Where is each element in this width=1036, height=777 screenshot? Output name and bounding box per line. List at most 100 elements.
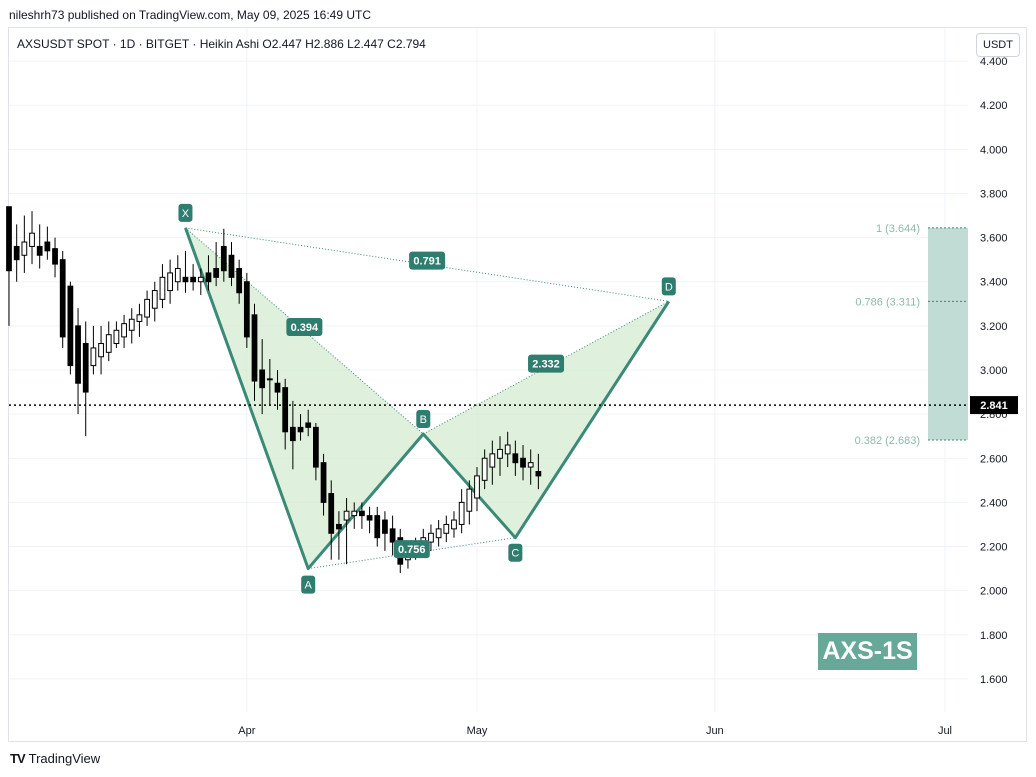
point-label: D: [665, 281, 673, 293]
candle-body: [251, 314, 258, 382]
publish-caption: nileshrh73 published on TradingView.com,…: [9, 8, 371, 22]
candle-body: [105, 334, 112, 353]
candle-body: [305, 422, 312, 428]
y-tick-label: 4.200: [980, 100, 1008, 112]
candle-body: [489, 453, 496, 468]
candle-body: [159, 276, 166, 300]
candle-body: [512, 453, 519, 464]
y-tick-label: 2.000: [980, 586, 1008, 598]
ratio-label: 2.332: [532, 359, 560, 371]
candle-body: [359, 510, 365, 517]
fib-retracement: 1 (3.644) 0.786 (3.311) 0.382 (2.683): [855, 223, 968, 447]
y-tick-label: 3.400: [980, 277, 1008, 289]
chart-grid: [9, 28, 968, 712]
point-label-bg: [416, 409, 431, 428]
candle-body: [82, 343, 89, 393]
y-tick-label: 3.800: [980, 188, 1008, 200]
y-tick-label: 1.800: [980, 630, 1008, 642]
candle-body: [282, 387, 289, 433]
currency-button[interactable]: USDT: [976, 33, 1020, 57]
x-tick-label: Jul: [938, 725, 952, 737]
y-tick-label: 1.600: [980, 674, 1008, 686]
candle-body: [128, 318, 135, 331]
candle-body: [497, 448, 503, 459]
last-price-label: 2.841: [980, 400, 1008, 412]
candle-body: [190, 276, 197, 283]
fib-zone: [928, 227, 968, 440]
candle-body: [443, 523, 450, 534]
fib-level-label: 0.786 (3.311): [855, 296, 920, 308]
tradingview-logo[interactable]: TV TradingView: [10, 751, 100, 766]
candle-body: [474, 475, 480, 499]
candle-body: [428, 532, 434, 543]
candle-body: [313, 426, 319, 468]
y-tick-label: 2.400: [980, 497, 1008, 509]
candle-body: [297, 426, 304, 433]
candle-body: [59, 259, 66, 338]
candle-body: [228, 254, 235, 278]
point-label-bg: [178, 203, 193, 222]
symbol-legend[interactable]: AXSUSDT SPOT · 1D · BITGET · Heikin Ashi…: [17, 37, 426, 51]
candle-body: [435, 528, 442, 539]
candle-body: [243, 281, 250, 338]
candle-body: [98, 343, 104, 358]
point-label: C: [511, 548, 519, 560]
candle-body: [266, 378, 273, 381]
candle-body: [136, 314, 143, 322]
candle-body: [504, 444, 511, 455]
candle-body: [451, 519, 457, 530]
candle-body: [220, 245, 227, 272]
candle-body: [121, 323, 127, 338]
y-tick-label: 3.600: [980, 233, 1008, 245]
ratio-label: 0.394: [291, 322, 319, 334]
candle-body: [52, 248, 58, 265]
pattern-ratio-line: [308, 537, 516, 570]
candle-body: [75, 325, 81, 384]
candle-body: [236, 268, 243, 294]
candle-body: [274, 382, 281, 393]
fib-level-label: 0.382 (2.683): [855, 435, 920, 447]
candle-body: [36, 245, 43, 256]
candle-body: [374, 515, 381, 539]
candle-body: [382, 519, 388, 534]
chart-frame: [8, 27, 1027, 742]
candle-body: [535, 470, 542, 477]
x-tick-label: Jun: [706, 725, 724, 737]
y-tick-label: 2.600: [980, 453, 1008, 465]
ratio-label-bg: [393, 540, 430, 559]
ratio-label-bg: [286, 317, 323, 336]
candle-body: [520, 457, 526, 468]
point-label-bg: [508, 543, 523, 562]
tradingview-logo-text: TradingView: [28, 751, 101, 766]
ratio-label: 0.756: [398, 544, 426, 556]
point-label: X: [182, 208, 190, 220]
x-tick-label: Apr: [238, 725, 255, 737]
candle-body: [13, 245, 20, 261]
pattern-ratio-line: [185, 227, 669, 302]
harmonic-pattern: [184, 227, 671, 571]
candle-body: [458, 501, 465, 525]
candle-body: [182, 276, 189, 283]
candle-body: [167, 272, 173, 292]
candle-body: [144, 298, 150, 318]
point-label-bg: [661, 277, 676, 296]
candle-body: [289, 426, 296, 442]
y-tick-label: 3.200: [980, 321, 1008, 333]
point-label-bg: [301, 575, 316, 594]
candle-body: [527, 462, 534, 468]
y-tick-label: 4.400: [980, 56, 1008, 68]
candle-body: [320, 462, 327, 503]
price-axis: 4.400 4.200 4.000 3.800 3.600 3.400 3.200 3.000…: [9, 56, 1018, 686]
candle-body: [336, 523, 342, 530]
candle-body: [389, 528, 396, 543]
candle-body: [113, 329, 120, 345]
candle-body: [343, 510, 350, 521]
candle-body: [259, 369, 266, 389]
candle-body: [328, 493, 335, 534]
candle-body: [466, 488, 473, 512]
candle-body: [44, 241, 51, 252]
candle-body: [174, 268, 181, 283]
candle-body: [29, 232, 35, 247]
fib-level-label: 1 (3.644): [876, 223, 920, 235]
